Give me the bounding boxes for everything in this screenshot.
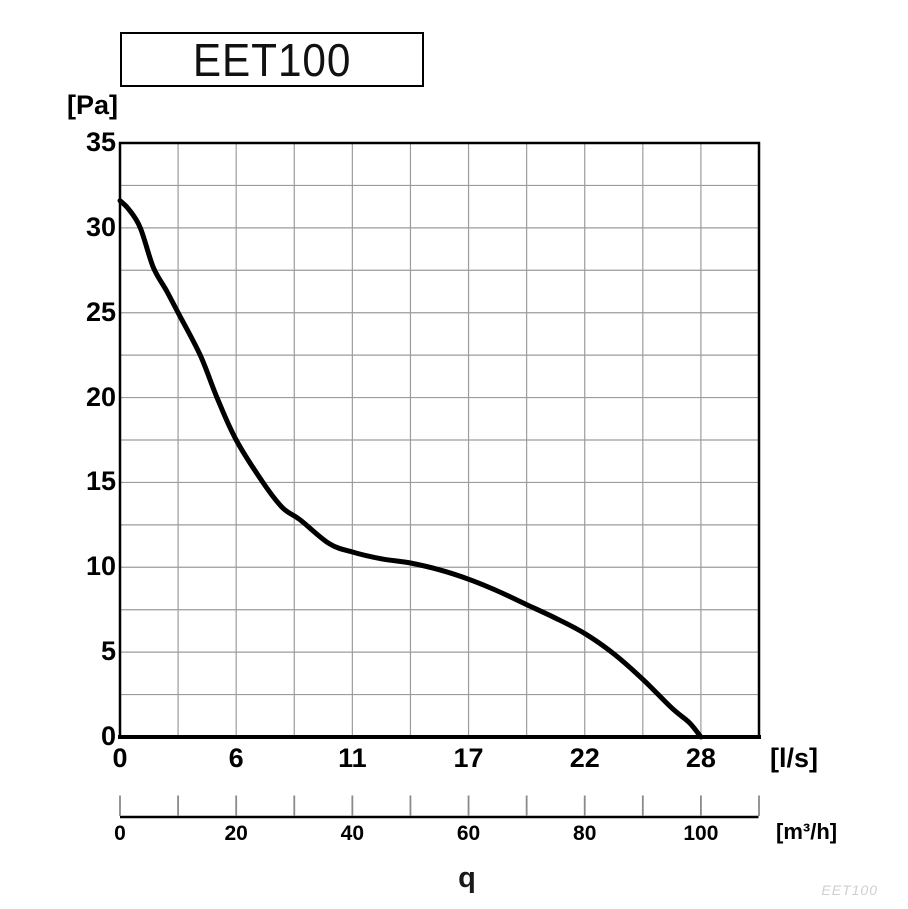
x-tick-label: 17 bbox=[453, 743, 484, 773]
secondary-tick-label: 100 bbox=[683, 822, 719, 845]
secondary-tick-label: 40 bbox=[340, 822, 365, 845]
y-tick-label: 0 bbox=[100, 721, 116, 751]
secondary-axis-unit-label: [m³/h] bbox=[776, 819, 838, 844]
y-tick-label: 25 bbox=[85, 296, 116, 327]
secondary-tick-label: 60 bbox=[456, 822, 481, 845]
y-tick-label: 5 bbox=[100, 636, 116, 667]
y-axis-unit-label: [Pa] bbox=[67, 90, 119, 120]
x-tick-label: 22 bbox=[569, 743, 600, 773]
fan-pressure-curve bbox=[117, 198, 704, 740]
x-tick-label: 11 bbox=[338, 743, 367, 773]
y-tick-label: 15 bbox=[85, 466, 116, 497]
x-tick-label: 0 bbox=[112, 743, 128, 773]
secondary-tick-label: 20 bbox=[224, 822, 248, 845]
secondary-tick-label: 0 bbox=[114, 822, 126, 845]
page-title: EET100 bbox=[192, 33, 352, 86]
y-tick-label: 30 bbox=[85, 211, 116, 242]
y-tick-label: 10 bbox=[85, 551, 116, 582]
x-axis-title: q bbox=[458, 862, 476, 894]
x-tick-label: 6 bbox=[228, 743, 244, 773]
y-tick-label: 35 bbox=[85, 127, 116, 157]
secondary-tick-label: 80 bbox=[573, 822, 597, 845]
watermark-text: EET100 bbox=[821, 882, 878, 898]
x-tick-label: 28 bbox=[685, 743, 716, 773]
x-axis-unit-label: [l/s] bbox=[770, 743, 819, 773]
y-tick-label: 20 bbox=[85, 381, 116, 412]
title-box: EET100 bbox=[120, 32, 424, 87]
